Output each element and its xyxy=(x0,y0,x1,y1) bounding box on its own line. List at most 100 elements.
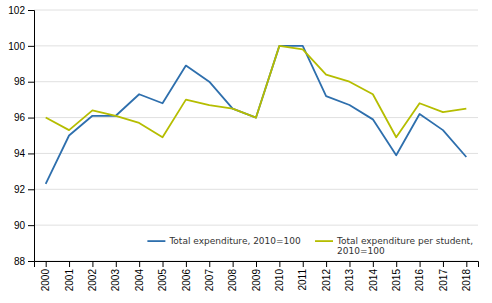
x-tick-mark xyxy=(373,261,374,267)
y-tick-label: 96 xyxy=(14,112,26,123)
x-tick-label: 2005 xyxy=(157,269,168,292)
legend-label: Total expenditure per student,2010=100 xyxy=(336,236,473,257)
y-tick-mark xyxy=(28,225,34,226)
x-tick: 2006 xyxy=(181,261,192,291)
x-tick-mark xyxy=(209,261,210,267)
x-tick: 2010 xyxy=(274,261,285,291)
x-tick: 2014 xyxy=(368,261,379,291)
y-tick-label: 90 xyxy=(14,220,26,231)
x-tick: 2009 xyxy=(251,261,262,291)
x-tick-label: 2010 xyxy=(274,269,285,292)
x-tick: 2018 xyxy=(461,261,472,291)
grid-line xyxy=(34,153,478,154)
y-axis-line xyxy=(28,11,35,262)
x-tick-mark xyxy=(69,261,70,267)
x-tick-label: 2004 xyxy=(134,269,145,292)
grid xyxy=(34,10,478,261)
legend: Total expenditure, 2010=100 Total expendi… xyxy=(147,236,473,257)
x-tick: 2004 xyxy=(134,261,145,291)
x-tick-mark xyxy=(396,261,397,267)
x-tick-label: 2001 xyxy=(64,269,75,292)
x-tick-mark xyxy=(233,261,234,267)
x-tick: 2003 xyxy=(110,261,121,291)
x-tick-mark xyxy=(326,261,327,267)
x-tick-label: 2017 xyxy=(438,269,449,292)
grid-line xyxy=(34,189,478,190)
x-tick: 2008 xyxy=(227,261,238,291)
y-tick: 102 xyxy=(8,5,34,16)
y-tick-label: 98 xyxy=(14,76,26,87)
x-tick-label: 2008 xyxy=(227,269,238,292)
y-tick-label: 100 xyxy=(8,41,25,52)
x-tick-mark xyxy=(163,261,164,267)
x-axis: 2000 2001 2002 2003 2004 2005 2006 2007 2008 2009… xyxy=(35,261,479,291)
x-tick-label: 2002 xyxy=(87,269,98,292)
x-tick-mark xyxy=(116,261,117,267)
y-axis: 88 90 92 94 96 98 100 102 xyxy=(8,5,34,267)
x-tick-mark xyxy=(279,261,280,267)
x-tick-label: 2003 xyxy=(110,269,121,292)
y-tick: 98 xyxy=(14,76,34,87)
x-tick: 2005 xyxy=(157,261,168,291)
x-tick: 2017 xyxy=(438,261,449,291)
series-line xyxy=(46,46,467,184)
x-tick-label: 2014 xyxy=(368,269,379,292)
x-tick: 2013 xyxy=(344,261,355,291)
legend-label: Total expenditure, 2010=100 xyxy=(168,236,301,246)
x-tick: 2007 xyxy=(204,261,215,291)
y-tick-mark xyxy=(28,153,34,154)
y-tick-label: 102 xyxy=(8,5,25,16)
x-tick: 2016 xyxy=(414,261,425,291)
x-tick-label: 2009 xyxy=(251,269,262,292)
y-tick-mark xyxy=(28,82,34,83)
x-tick-label: 2015 xyxy=(391,269,402,292)
legend-item: Total expenditure per student,2010=100 xyxy=(315,236,473,257)
x-tick-mark xyxy=(466,261,467,267)
x-tick-label: 2013 xyxy=(344,269,355,292)
y-tick-label: 92 xyxy=(14,184,26,195)
y-tick-mark xyxy=(28,46,34,47)
x-tick-label: 2000 xyxy=(40,269,51,292)
x-tick-mark xyxy=(46,261,47,267)
y-tick: 100 xyxy=(8,41,34,52)
x-tick: 2012 xyxy=(321,261,332,291)
y-tick: 94 xyxy=(14,148,34,159)
y-tick: 96 xyxy=(14,112,34,123)
grid-line xyxy=(34,10,478,11)
y-tick-mark xyxy=(28,118,34,119)
x-tick-mark xyxy=(186,261,187,267)
y-tick-mark xyxy=(28,10,34,11)
y-tick: 90 xyxy=(14,220,34,231)
grid-line xyxy=(34,81,478,82)
x-tick: 2011 xyxy=(297,261,308,291)
grid-line xyxy=(34,45,478,46)
grid-line xyxy=(34,225,478,226)
x-tick-mark xyxy=(443,261,444,267)
x-tick-mark xyxy=(349,261,350,267)
y-tick-label: 88 xyxy=(14,256,26,267)
x-tick-mark xyxy=(303,261,304,267)
x-tick-label: 2016 xyxy=(414,269,425,292)
x-tick-mark xyxy=(256,261,257,267)
y-tick-mark xyxy=(28,261,34,262)
x-tick: 2015 xyxy=(391,261,402,291)
y-tick-mark xyxy=(28,189,34,190)
y-tick: 92 xyxy=(14,184,34,195)
plot-area xyxy=(46,46,467,184)
x-tick-label: 2012 xyxy=(321,269,332,292)
x-tick-label: 2006 xyxy=(181,269,192,292)
x-tick: 2001 xyxy=(64,261,75,291)
x-tick-label: 2007 xyxy=(204,269,215,292)
x-axis-line xyxy=(35,262,479,268)
series-line xyxy=(46,46,467,137)
legend-swatch xyxy=(315,240,333,242)
x-tick: 2002 xyxy=(87,261,98,291)
x-tick-mark xyxy=(420,261,421,267)
legend-item: Total expenditure, 2010=100 xyxy=(147,236,301,246)
chart: 2000 2001 2002 2003 2004 2005 2006 2007 2008 2009… xyxy=(0,0,492,303)
x-tick-label: 2018 xyxy=(461,269,472,292)
y-tick: 88 xyxy=(14,256,34,267)
legend-swatch xyxy=(147,240,165,242)
x-tick-mark xyxy=(139,261,140,267)
x-tick-mark xyxy=(92,261,93,267)
